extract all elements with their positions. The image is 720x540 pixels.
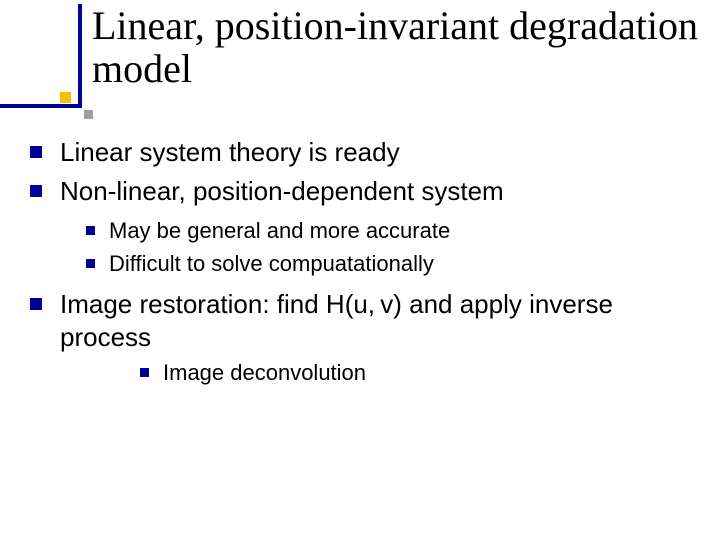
bullet-square-icon (30, 146, 42, 158)
bullet-square-icon (30, 298, 42, 310)
accent-square-yellow (60, 92, 71, 103)
bullet-text: Image restoration: find H(u, v) and appl… (60, 288, 690, 353)
bullet-text: Linear system theory is ready (60, 136, 400, 169)
sub-list: May be general and more accurate Difficu… (86, 217, 690, 278)
bullet-square-icon (30, 185, 42, 197)
list-item: Non-linear, position-dependent system (30, 175, 690, 208)
bullet-square-icon (140, 368, 149, 377)
accent-square-gray (84, 110, 93, 119)
bullet-square-icon (86, 226, 95, 235)
list-item: May be general and more accurate (86, 217, 690, 246)
bullet-square-icon (86, 259, 95, 268)
sub-list: Image deconvolution (140, 359, 690, 388)
slide-body: Linear system theory is ready Non-linear… (30, 130, 690, 388)
bullet-text: Difficult to solve compuatationally (109, 250, 434, 279)
slide: Linear, position-invariant degradation m… (0, 0, 720, 540)
list-item: Linear system theory is ready (30, 136, 690, 169)
title-rule-vertical (78, 4, 82, 108)
list-item: Image restoration: find H(u, v) and appl… (30, 288, 690, 353)
list-item: Difficult to solve compuatationally (86, 250, 690, 279)
title-rule-horizontal (0, 104, 82, 108)
bullet-text: Image deconvolution (163, 359, 366, 388)
list-item: Image deconvolution (140, 359, 690, 388)
slide-title: Linear, position-invariant degradation m… (92, 4, 720, 90)
bullet-text: May be general and more accurate (109, 217, 450, 246)
bullet-text: Non-linear, position-dependent system (60, 175, 504, 208)
